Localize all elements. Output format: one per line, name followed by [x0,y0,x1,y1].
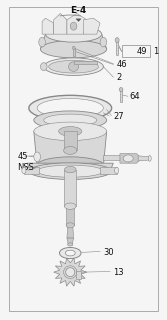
Text: E-4: E-4 [70,6,87,15]
Ellipse shape [29,95,112,121]
Ellipse shape [66,268,75,276]
Bar [64,131,77,150]
Ellipse shape [70,22,77,30]
Text: 49: 49 [136,47,147,56]
Polygon shape [27,163,113,171]
Polygon shape [120,154,141,163]
Ellipse shape [148,156,151,161]
Ellipse shape [45,26,102,42]
Bar [116,40,118,55]
Ellipse shape [115,167,119,174]
Ellipse shape [22,167,26,174]
Ellipse shape [66,223,74,228]
Polygon shape [40,34,107,49]
Polygon shape [34,131,107,166]
Ellipse shape [100,37,107,47]
Text: 27: 27 [113,112,124,121]
Bar [66,204,74,225]
Polygon shape [100,167,117,174]
Ellipse shape [37,99,103,118]
Ellipse shape [44,58,103,76]
Polygon shape [67,238,73,244]
Text: 64: 64 [130,92,140,101]
Ellipse shape [49,60,98,73]
Ellipse shape [35,157,105,176]
Bar [76,270,81,278]
Ellipse shape [34,122,107,140]
Ellipse shape [123,155,133,162]
Bar [122,45,150,57]
Ellipse shape [64,203,76,209]
Text: 13: 13 [113,268,124,277]
Ellipse shape [65,250,75,256]
Polygon shape [54,258,87,286]
Text: NSS: NSS [17,163,34,172]
Ellipse shape [68,243,73,246]
Polygon shape [76,19,81,21]
Ellipse shape [72,46,75,50]
Ellipse shape [119,87,123,92]
Polygon shape [42,18,54,34]
Polygon shape [103,155,120,160]
Ellipse shape [64,147,77,155]
Ellipse shape [69,62,78,71]
Polygon shape [54,13,67,34]
Polygon shape [138,156,150,161]
Bar [73,48,75,56]
Text: 45: 45 [17,152,28,161]
Polygon shape [67,225,73,238]
Ellipse shape [59,247,81,259]
Ellipse shape [59,126,82,136]
Ellipse shape [64,166,76,173]
Ellipse shape [37,165,103,177]
Text: 46: 46 [117,60,127,69]
Ellipse shape [40,63,47,71]
Polygon shape [67,13,87,34]
Ellipse shape [34,152,40,162]
Ellipse shape [40,40,107,58]
Polygon shape [84,18,100,34]
Bar [64,170,76,206]
Ellipse shape [34,111,107,129]
Ellipse shape [39,37,45,47]
Text: 1: 1 [153,47,158,56]
Polygon shape [73,61,97,64]
Text: 30: 30 [103,248,114,257]
Bar [120,90,122,102]
Polygon shape [24,167,39,174]
Text: 2: 2 [117,73,122,82]
Ellipse shape [115,38,119,43]
Ellipse shape [29,163,112,180]
Ellipse shape [44,114,97,126]
